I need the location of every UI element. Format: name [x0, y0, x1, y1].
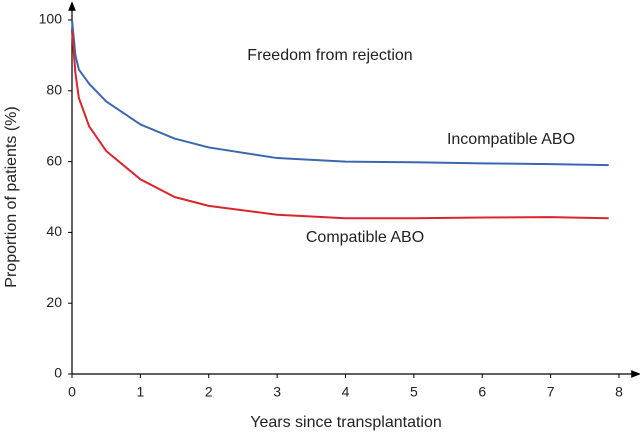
- x-tick-label: 1: [136, 384, 144, 400]
- x-tick-label: 2: [205, 384, 213, 400]
- x-axis-label: Years since transplantation: [250, 414, 442, 431]
- y-tick-label: 80: [46, 82, 62, 98]
- y-axis-label: Proportion of patients (%): [3, 106, 20, 287]
- y-tick-label: 40: [46, 223, 62, 239]
- line-series: [71, 19, 609, 167]
- series-label: Incompatible ABO: [447, 131, 575, 148]
- x-tick-label: 4: [342, 384, 350, 400]
- y-tick-label: 0: [54, 365, 62, 381]
- x-tick-label: 8: [615, 384, 623, 400]
- x-tick-label: 6: [478, 384, 486, 400]
- line-series: [71, 30, 609, 220]
- x-tick-label: 0: [68, 384, 76, 400]
- x-tick-label: 3: [273, 384, 281, 400]
- y-tick-label: 20: [46, 294, 62, 310]
- chart-title: Freedom from rejection: [247, 47, 412, 64]
- x-tick-label: 7: [547, 384, 555, 400]
- x-tick-label: 5: [410, 384, 418, 400]
- series-label: Compatible ABO: [306, 229, 424, 246]
- y-tick-label: 60: [46, 152, 62, 168]
- y-tick-label: 100: [39, 11, 63, 27]
